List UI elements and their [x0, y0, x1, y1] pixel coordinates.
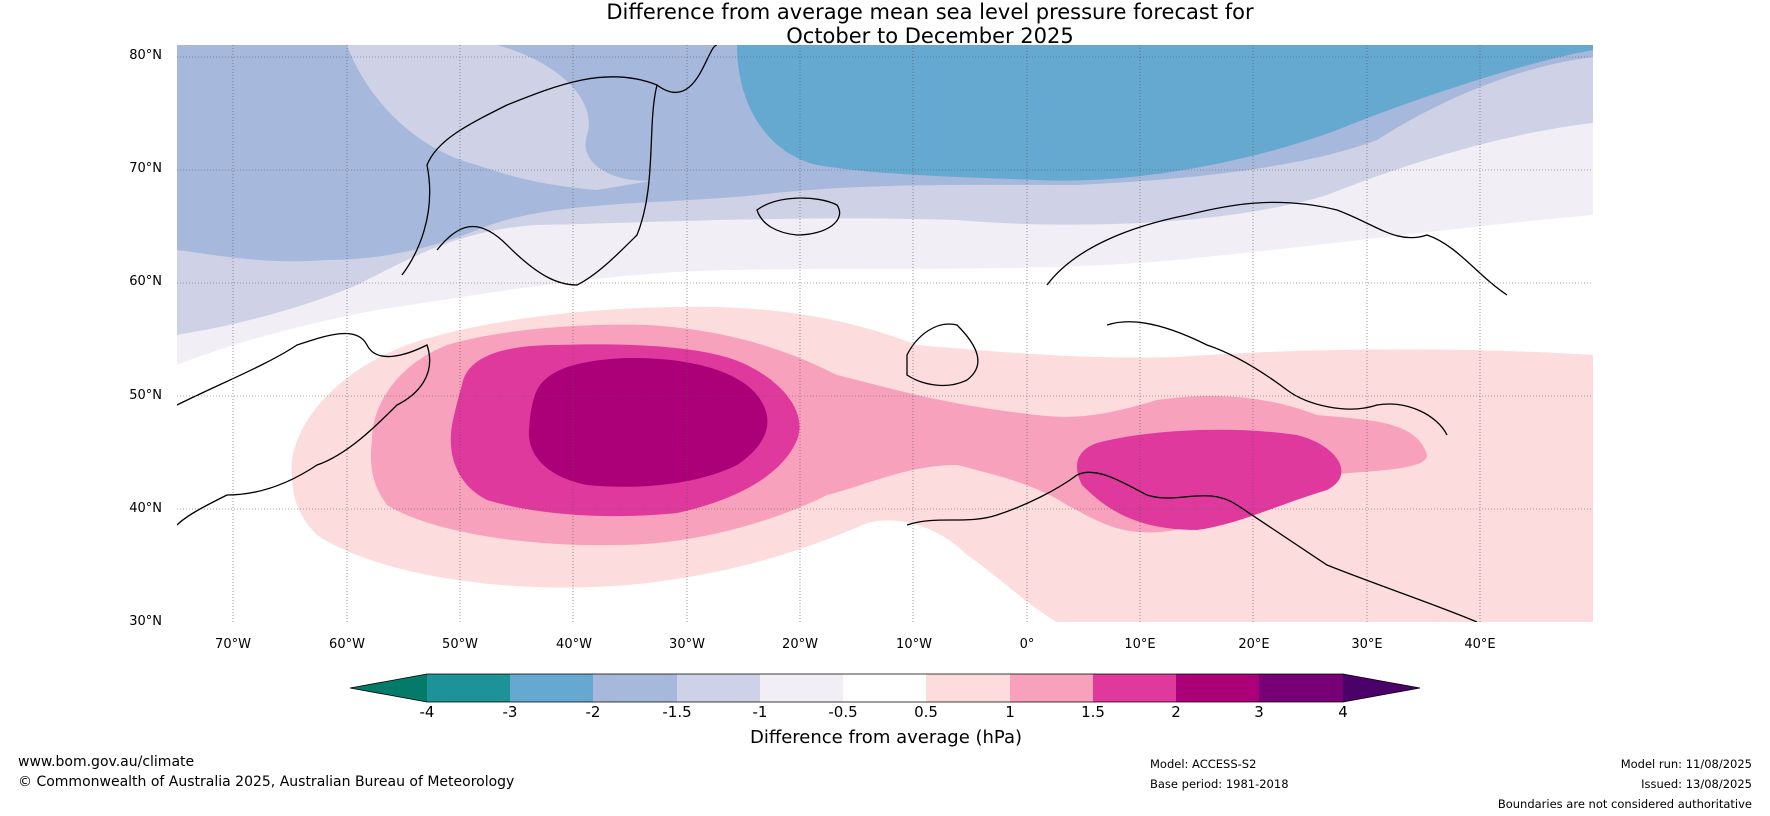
lon-label-0: 0°: [1019, 637, 1035, 652]
colorbar-tick: -1: [752, 703, 768, 721]
colorbar-tick: -2: [585, 703, 601, 721]
colorbar-tick: 3: [1254, 703, 1264, 721]
colorbar-tick: -1.5: [662, 703, 692, 721]
colorbar-tick: 1.5: [1081, 703, 1105, 721]
colorbar-segment-lt-4: [350, 674, 427, 702]
boundaries-disclaimer: Boundaries are not considered authoritat…: [1497, 797, 1752, 811]
colorbar-tick: 4: [1338, 703, 1348, 721]
base-period: Base period: 1981-2018: [1150, 777, 1289, 791]
lon-label-30e: 30°E: [1351, 637, 1383, 652]
colorbar-segment-3-4: [1259, 674, 1343, 702]
colorbar-segment-neg4-neg3: [427, 674, 510, 702]
title-line-2: October to December 2025: [786, 24, 1074, 48]
band-neg-2-west: [177, 100, 361, 247]
lon-label-10e: 10°E: [1124, 637, 1156, 652]
model-run-date: Model run: 11/08/2025: [1620, 757, 1752, 771]
lon-label-10w: 10°W: [896, 637, 932, 652]
colorbar-tick: 1: [1005, 703, 1015, 721]
greenland-coast: [401, 45, 718, 286]
lat-label-80n: 80°N: [129, 48, 162, 63]
colorbar-tick: 2: [1171, 703, 1181, 721]
colorbar-segment-neg3-neg2: [510, 674, 593, 702]
colorbar-tick: -0.5: [828, 703, 858, 721]
map-title: Difference from average mean sea level p…: [480, 0, 1380, 48]
lat-label-50n: 50°N: [129, 388, 162, 403]
band-pos-1-5-europe: [1077, 429, 1342, 530]
europe-coast: [906, 201, 1508, 622]
colorbar-segment-2-3: [1176, 674, 1259, 702]
lon-label-70w: 70°W: [215, 637, 251, 652]
band-neg-2-core: [737, 45, 1593, 181]
lat-label-60n: 60°N: [129, 274, 162, 289]
lon-label-40e: 40°E: [1464, 637, 1496, 652]
lon-label-50w: 50°W: [442, 637, 478, 652]
colorbar-segment-neg1-neg0-5: [760, 674, 843, 702]
colorbar-tick: 0.5: [914, 703, 938, 721]
band-pos-2: [528, 357, 768, 487]
graticule: [177, 45, 1593, 622]
colorbar-segment-0-5-1: [926, 674, 1010, 702]
colorbar-tick: -4: [419, 703, 435, 721]
colorbar-segment-gt-4: [1343, 674, 1420, 702]
colorbar-segment-neg1-5-neg1: [677, 674, 760, 702]
issued-date: Issued: 13/08/2025: [1641, 777, 1752, 791]
iceland-coast: [756, 197, 841, 236]
lat-label-70n: 70°N: [129, 161, 162, 176]
lon-label-20w: 20°W: [782, 637, 818, 652]
lon-label-60w: 60°W: [329, 637, 365, 652]
title-line-1: Difference from average mean sea level p…: [606, 0, 1254, 24]
coastlines: [177, 45, 1508, 622]
model-name: Model: ACCESS-S2: [1150, 757, 1257, 771]
colorbar-segment-neg2-neg1-5: [593, 674, 677, 702]
colorbar-segment-1-1-5: [1010, 674, 1093, 702]
lat-label-30n: 30°N: [129, 614, 162, 629]
lon-label-30w: 30°W: [669, 637, 705, 652]
colorbar: [350, 673, 1420, 703]
lon-label-40w: 40°W: [556, 637, 592, 652]
lat-label-40n: 40°N: [129, 501, 162, 516]
colorbar-segment-neutral: [843, 674, 926, 702]
copyright-text: © Commonwealth of Australia 2025, Austra…: [18, 774, 515, 790]
colorbar-segment-1-5-2: [1093, 674, 1176, 702]
colorbar-tick: -3: [502, 703, 518, 721]
north-america-coast: [177, 332, 431, 526]
website-link[interactable]: www.bom.gov.au/climate: [18, 754, 195, 770]
colorbar-title: Difference from average (hPa): [749, 727, 1023, 748]
pressure-anomaly-map: [177, 45, 1593, 622]
lon-label-20e: 20°E: [1238, 637, 1270, 652]
band-neg-2: [347, 45, 657, 190]
